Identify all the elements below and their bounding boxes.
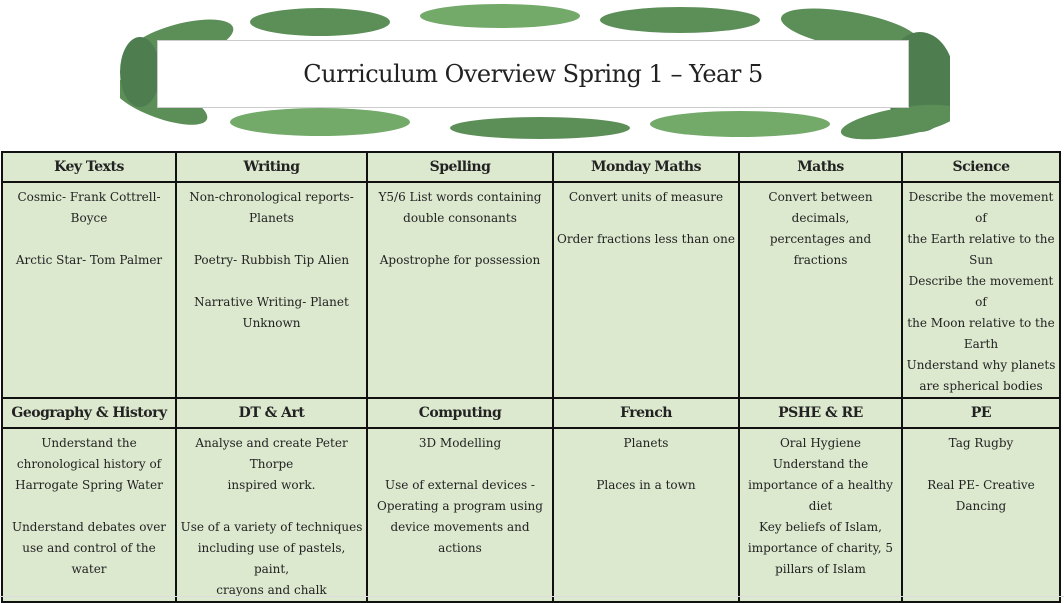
cell-text-line: Describe the movement of [908,190,1054,225]
cell-text-line [371,454,549,475]
title-box: Curriculum Overview Spring 1 – Year 5 [157,40,909,108]
subject-header: Writing [175,151,368,183]
cell-text-line: Y5/6 List words containing [378,190,542,204]
cell-text-line: are spherical bodies [919,379,1043,393]
cell-text-line: Places in a town [596,478,696,492]
cell-text-line: Planets [623,436,669,450]
cell-text-line: Order fractions less than one [557,232,735,246]
cell-text-line: Apostrophe for possession [379,253,541,267]
subject-cell: Convert units of measure Order fractions … [552,181,740,399]
subject-header: Computing [366,397,554,429]
divider [0,596,1064,597]
subject-content-row: Cosmic- Frank Cottrell- Boyce Arctic Star-… [1,181,1061,399]
cell-text-line: Understand debates over [11,520,167,534]
subject-header: DT & Art [175,397,368,429]
leaves-illustration [120,4,950,140]
cell-text-line: Real PE- Creative [927,478,1035,492]
subject-header: Monday Maths [552,151,740,183]
cell-text-line: Harrogate Spring Water [15,478,163,492]
cell-text-line: Cosmic- Frank Cottrell- [17,190,161,204]
subject-cell: Analyse and create Peter Thorpe inspired … [175,427,368,603]
cell-text-line [906,454,1056,475]
cell-text-line [180,229,363,250]
subject-cell: Tag Rugby Real PE- Creative Dancing [901,427,1061,603]
subject-cell: Describe the movement of the Earth relati… [901,181,1061,399]
cell-text-line: Arctic Star- Tom Palmer [15,253,163,267]
cell-text-line [557,208,735,229]
cell-text-line: Boyce [70,211,108,225]
cell-text-line: Describe the movement of [908,274,1054,309]
subject-cell: Planets Places in a town [552,427,740,603]
subject-cell: Oral Hygiene Understand the importance of … [738,427,903,603]
cell-text-line [6,229,172,250]
cell-text-line: Understand the [41,436,137,450]
cell-text-line: percentages and fractions [769,232,872,267]
cell-text-line: Analyse and create Peter Thorpe [195,436,348,471]
cell-text-line: Unknown [242,316,301,330]
cell-text-line: crayons and chalk [216,583,327,597]
cell-text-line: Dancing [955,499,1007,513]
subject-header: French [552,397,740,429]
subject-header-row: Key Texts Writing Spelling Monday Maths Math… [1,151,1061,183]
cell-text-line [557,454,735,475]
cell-text-line: Convert units of measure [568,190,724,204]
cell-text-line: the Moon relative to the [907,316,1055,330]
cell-text-line: Use of external devices - [385,478,535,492]
cell-text-line: Planets [249,211,294,225]
cell-text-line: Understand why planets [906,358,1056,372]
cell-text-line: inspired work. [227,478,316,492]
cell-text-line: importance of a healthy [748,478,893,492]
cell-text-line: Tag Rugby [948,436,1014,450]
cell-text-line: device movements and actions [390,520,530,555]
cell-text-line [180,496,363,517]
cell-text-line: 3D Modelling [418,436,502,450]
subject-header: Key Texts [1,151,177,183]
subject-header: Geography & History [1,397,177,429]
cell-text-line: Sun [969,253,993,267]
subject-cell: Y5/6 List words containing double consona… [366,181,554,399]
cell-text-line: chronological history of [16,457,162,471]
cell-text-line [6,496,172,517]
subject-header: PSHE & RE [738,397,903,429]
cell-text-line: double consonants [403,211,517,225]
subject-header: Spelling [366,151,554,183]
cell-text-line: Key beliefs of Islam, [759,520,882,534]
cell-text-line: Operating a program using [377,499,543,513]
cell-text-line: pillars of Islam [775,562,866,576]
subject-cell: 3D Modelling Use of external devices - Ope… [366,427,554,603]
cell-text-line: importance of charity, 5 [747,541,894,555]
cell-text-line: use and control of the water [22,541,156,576]
subject-header-row: Geography & History DT & Art Computing Fren… [1,397,1061,429]
subject-header: PE [901,397,1061,429]
leaf-banner-decoration [120,2,950,142]
cell-text-line: Convert between decimals, [768,190,873,225]
subject-cell: Understand the chronological history of Ha… [1,427,177,603]
subject-cell: Cosmic- Frank Cottrell- Boyce Arctic Star-… [1,181,177,399]
cell-text-line: Narrative Writing- Planet [194,295,349,309]
cell-text-line [180,271,363,292]
cell-text-line: Poetry- Rubbish Tip Alien [193,253,350,267]
curriculum-table: Key Texts Writing Spelling Monday Maths Math… [1,151,1061,603]
subject-header: Science [901,151,1061,183]
cell-text-line: Use of a variety of techniques [180,520,363,534]
cell-text-line: including use of pastels, paint, [197,541,346,576]
subject-header: Maths [738,151,903,183]
subject-content-row: Understand the chronological history of Ha… [1,427,1061,603]
subject-cell: Non-chronological reports- Planets Poetry-… [175,181,368,399]
page-title: Curriculum Overview Spring 1 – Year 5 [303,60,763,88]
cell-text-line: Non-chronological reports- [189,190,354,204]
cell-text-line [371,229,549,250]
cell-text-line: Understand the [772,457,869,471]
cell-text-line: Earth [963,337,999,351]
cell-text-line: Oral Hygiene [779,436,862,450]
cell-text-line: the Earth relative to the [907,232,1055,246]
subject-cell: Convert between decimals, percentages and… [738,181,903,399]
cell-text-line: diet [808,499,833,513]
